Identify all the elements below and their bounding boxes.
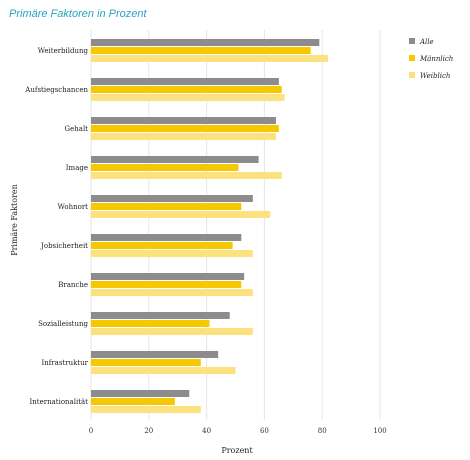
x-tick-label: 40 bbox=[202, 427, 211, 435]
category-label: Internationalität bbox=[30, 398, 89, 406]
bar bbox=[91, 164, 239, 171]
x-tick-labels: 0 20 40 60 80 100 bbox=[89, 427, 387, 435]
bar bbox=[91, 234, 242, 241]
category-label: Gehalt bbox=[65, 125, 89, 133]
bar bbox=[91, 289, 253, 296]
bar bbox=[91, 78, 279, 85]
bar bbox=[91, 367, 236, 374]
bar bbox=[91, 242, 233, 249]
bar bbox=[91, 172, 282, 179]
legend-label: Alle bbox=[419, 38, 434, 46]
category-label: Weiterbildung bbox=[38, 47, 89, 55]
bar bbox=[91, 195, 253, 202]
bar bbox=[91, 390, 190, 397]
bar bbox=[91, 55, 328, 62]
legend-label: Weiblich bbox=[420, 72, 450, 80]
bar bbox=[91, 156, 259, 163]
x-tick-label: 80 bbox=[318, 427, 327, 435]
x-tick-label: 100 bbox=[373, 427, 386, 435]
bar bbox=[91, 86, 282, 93]
category-label: Wohnort bbox=[58, 203, 89, 211]
legend-swatch bbox=[409, 72, 415, 78]
bar bbox=[91, 250, 253, 257]
bar bbox=[91, 94, 285, 101]
category-labels: Weiterbildung Aufstiegschancen Gehalt Image… bbox=[24, 47, 88, 406]
x-tick-label: 20 bbox=[144, 427, 153, 435]
category-label: Image bbox=[66, 164, 88, 172]
x-tick-label: 60 bbox=[260, 427, 269, 435]
legend-swatch bbox=[409, 55, 415, 61]
bar bbox=[91, 398, 175, 405]
x-axis-title: Prozent bbox=[221, 446, 253, 455]
legend-label: Männlich bbox=[419, 55, 453, 63]
bar bbox=[91, 312, 230, 319]
legend: Alle Männlich Weiblich bbox=[409, 38, 453, 80]
bar bbox=[91, 203, 242, 210]
bar bbox=[91, 211, 271, 218]
bar bbox=[91, 328, 253, 335]
y-axis-title: Primäre Faktoren bbox=[10, 184, 19, 256]
bar bbox=[91, 39, 320, 46]
bar bbox=[91, 273, 245, 280]
x-tick-label: 0 bbox=[89, 427, 93, 435]
category-label: Infrastruktur bbox=[41, 359, 88, 367]
bar bbox=[91, 359, 201, 366]
bars bbox=[91, 39, 328, 413]
bar bbox=[91, 125, 279, 132]
bar bbox=[91, 133, 276, 140]
bar bbox=[91, 406, 201, 413]
category-label: Sozialleistung bbox=[38, 320, 88, 328]
chart-title: Primäre Faktoren in Prozent bbox=[9, 8, 147, 20]
bar bbox=[91, 117, 276, 124]
category-label: Aufstiegschancen bbox=[24, 86, 88, 94]
category-label: Branche bbox=[58, 281, 88, 289]
bar bbox=[91, 47, 311, 54]
bar bbox=[91, 320, 210, 327]
category-label: Jobsicherheit bbox=[40, 242, 88, 250]
bar bbox=[91, 281, 242, 288]
legend-swatch bbox=[409, 38, 415, 44]
bar bbox=[91, 351, 219, 358]
